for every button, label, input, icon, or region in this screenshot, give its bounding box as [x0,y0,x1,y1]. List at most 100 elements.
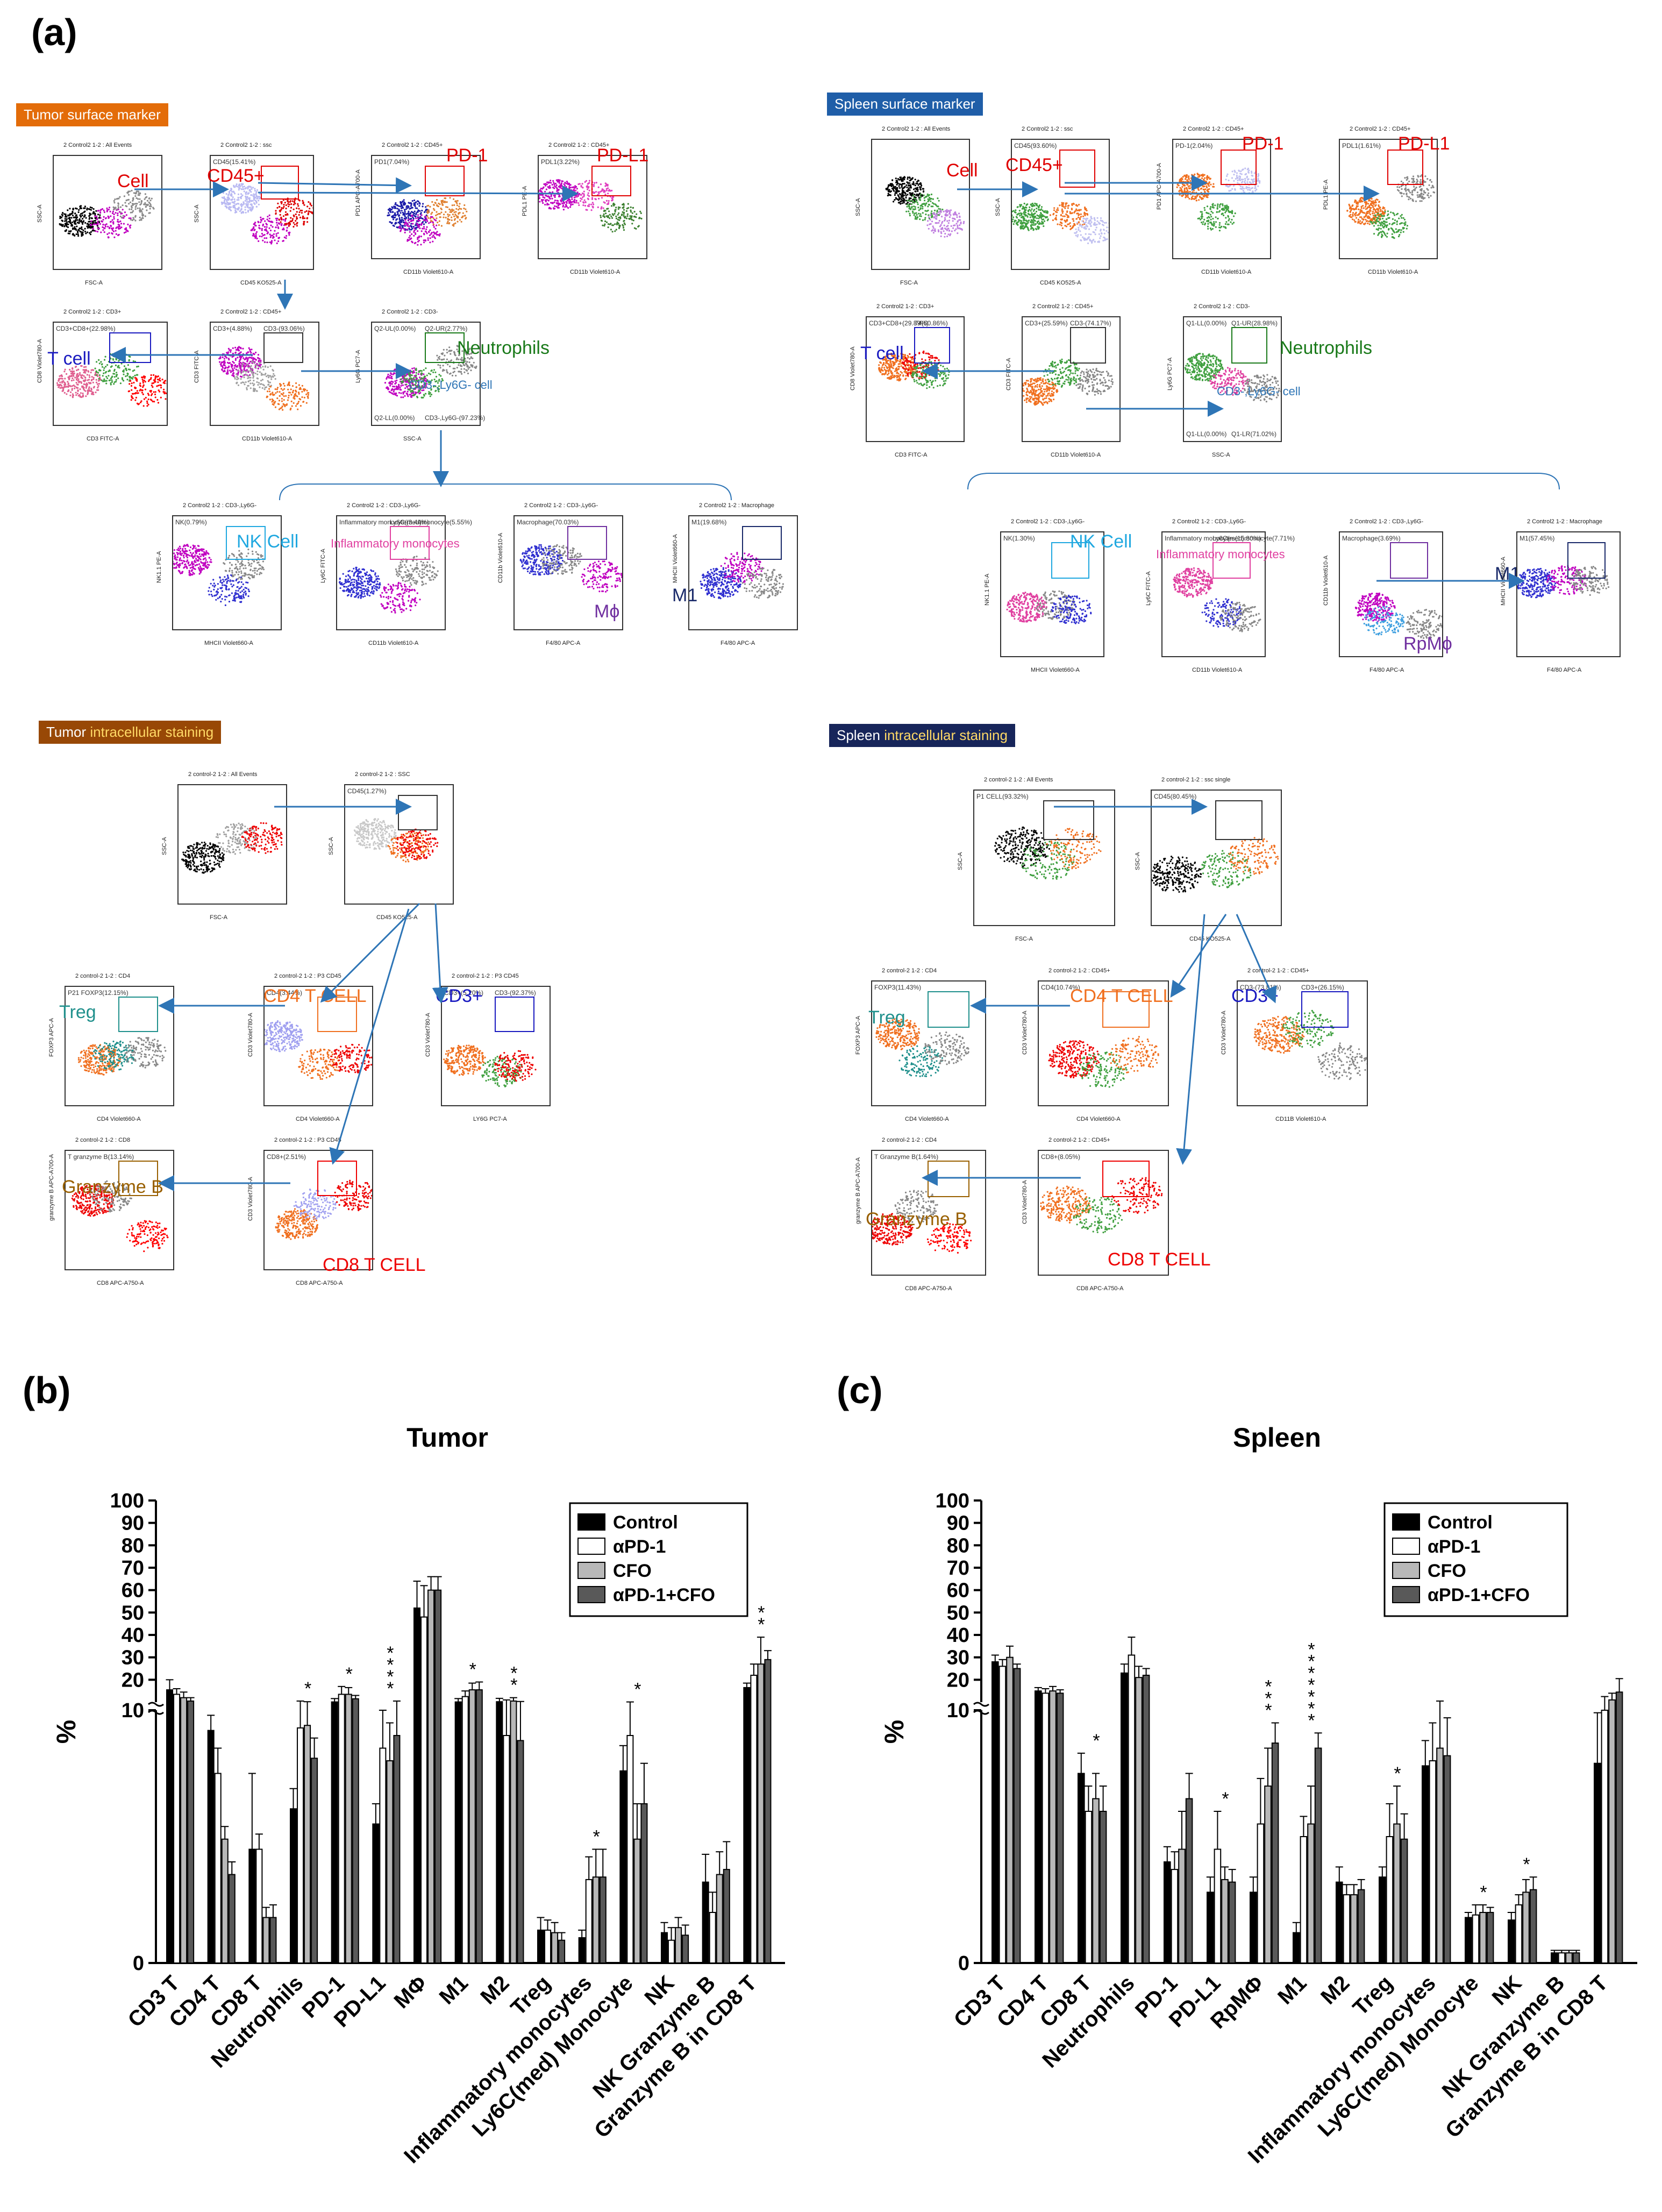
x-tick-label: MΦ [390,1971,432,2013]
gate-rectangle [263,332,303,364]
x-axis-label: CD11b Violet610-A [1201,269,1251,275]
bar [1608,1699,1616,1964]
y-axis-label: NK1.1 PE-A [156,551,162,583]
population-label: RpMϕ [1403,634,1452,655]
flow-scatter [994,826,1102,880]
flow-scatter [1010,202,1112,244]
population-label: T cell [860,343,904,364]
flow-plot-title: 2 Control2 1-2 : CD3+ [876,303,934,310]
flow-plot-title: 2 control-2 1-2 : CD8 [75,1137,130,1143]
significance-mark: * [634,1680,641,1700]
population-label: M1 [1495,564,1520,585]
gate-label: P21 FOXP3(12.15%) [68,989,129,997]
population-label: CD3+ [436,986,483,1007]
flow-scatter [77,1037,167,1076]
bar [558,1939,566,1964]
flow-scatter [1040,1177,1163,1234]
flow-plot-title: 2 Control2 1-2 : CD3- [1194,303,1250,310]
flow-plot-title: 2 Control2 1-2 : CD3-,Ly6G- [1011,518,1085,525]
flow-plot-title: 2 Control2 1-2 : CD3-,Ly6G- [1172,518,1246,525]
bar [992,1661,999,1964]
y-axis-label: NK1.1 PE-A [984,574,990,606]
flow-plot-area [866,316,965,442]
y-tick-label: 40 [122,1624,144,1647]
bar [1357,1889,1365,1964]
flow-plot-title: 2 control-2 1-2 : ssc single [1161,777,1230,783]
gate-rectangle [928,991,969,1028]
y-axis-label: CD3 Violet780-A [247,1013,254,1057]
bar [1572,1952,1580,1964]
flow-plot-area [65,986,174,1106]
flow-plot-title: 2 Control2 1-2 : CD45+ [220,309,281,315]
legend-label: αPD-1+CFO [1428,1585,1530,1605]
gate-label: FOXP3(11.43%) [874,984,921,991]
gate-rectangle [567,526,607,560]
gate-label: NK(1.30%) [1003,535,1035,542]
bar [1429,1760,1437,1964]
gate-label: CD8+(8.05%) [1041,1153,1080,1161]
bar [345,1694,352,1964]
panel-label-c: (c) [837,1369,883,1412]
flow-plot-area [210,155,315,270]
significance-mark: * * * [1265,1677,1272,1721]
gate-rectangle [1102,1161,1150,1198]
bar [1006,1656,1014,1964]
flow-plot-area [1161,531,1266,657]
x-axis-label: CD45 KO525-A [1040,280,1081,286]
flow-plot-area [513,515,624,630]
tumor-intra-tag: Tumor intracellular staining [39,721,222,744]
y-axis-label: % [51,1720,81,1744]
flow-plot-title: 2 Control2 1-2 : CD3-,Ly6G- [347,502,420,509]
gate-label-secondary: CD3-(74.17%) [1070,319,1111,327]
y-axis-label: CD11b Violet610-A [1323,556,1329,606]
y-axis-label: SSC-A [194,204,200,223]
chart-legend: Control αPD-1 CFO αPD-1+CFO [1383,1502,1568,1617]
x-axis-label: CD3 FITC-A [895,452,928,458]
flow-scatter [1006,590,1092,624]
x-axis-label: CD8 APC-A750-A [905,1285,952,1292]
bar [1300,1836,1308,1964]
legend-swatch [1392,1538,1420,1555]
flow-plot-area [871,139,970,270]
flow-plot-area [1183,316,1282,442]
bar [352,1698,359,1964]
x-tick-label: M1 [435,1971,473,2009]
flow-plot-area [1339,531,1446,657]
legend-swatch [1392,1513,1420,1531]
flow-scatter [875,1018,969,1077]
bar [1379,1876,1386,1964]
bar [551,1932,559,1964]
population-bracket [279,483,732,501]
bar [1207,1891,1214,1964]
bar [640,1803,648,1964]
gate-rectangle [118,1161,158,1196]
flow-plot-area [53,322,170,426]
bar [454,1701,462,1964]
bar [269,1917,277,1964]
x-axis-label: LY6G PC7-A [473,1116,507,1122]
y-axis-label: CD3 Violet780-A [247,1177,254,1221]
bar [1185,1798,1193,1964]
legend-swatch [1392,1562,1420,1579]
spleen-intra-tag-prefix: Spleen [837,727,884,743]
bar [1565,1952,1573,1964]
bar [723,1869,730,1964]
x-axis-label: CD4 Violet660-A [97,1116,141,1122]
bar [1472,1914,1480,1964]
flow-plot-title: 2 Control2 1-2 : CD45+ [1350,126,1410,132]
y-tick-label: 40 [947,1624,969,1647]
y-tick-label: 60 [122,1580,144,1602]
flow-plot-title: 2 Control2 1-2 : CD3-,Ly6G- [1350,518,1423,525]
y-axis-label: CD3 Violet780-A [1221,1011,1227,1055]
significance-mark: * [1093,1731,1100,1751]
bar [1386,1836,1394,1964]
bar [1551,1952,1558,1964]
bar [1135,1677,1143,1964]
flow-plot-area [1010,139,1112,270]
flow-plot-title: 2 Control2 1-2 : CD45+ [1032,303,1093,310]
gate-label: CD3+CD8+(29.89%) [869,319,929,327]
flow-plot-title: 2 control-2 1-2 : All Events [188,771,257,778]
bar [716,1874,723,1964]
x-axis-label: FSC-A [1015,936,1033,942]
flow-plot-title: 2 Control2 1-2 : CD3-,Ly6G- [183,502,256,509]
